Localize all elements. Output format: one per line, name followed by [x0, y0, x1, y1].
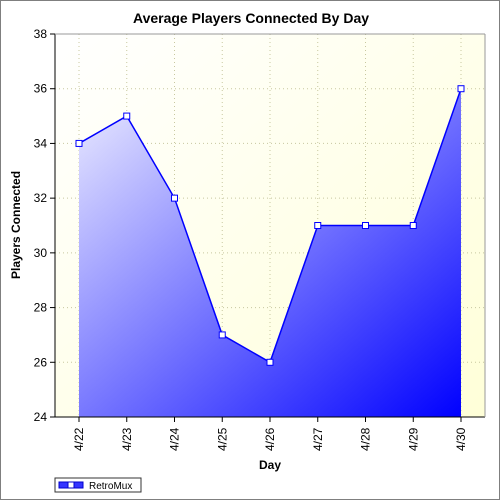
area-fill: [79, 88, 461, 417]
legend-marker-icon: [67, 481, 75, 489]
y-tick-label: 32: [34, 191, 48, 205]
legend: RetroMux: [54, 477, 142, 493]
y-tick-label: 38: [34, 27, 48, 41]
x-tick-label: 4/23: [120, 427, 134, 451]
y-tick-labels: 24 26 28 30 32 34 36 38: [34, 27, 55, 424]
data-point-4-27: [314, 222, 322, 229]
x-tick-labels: 4/22 4/23 4/24 4/25 4/26 4/27 4/28 4/29 4/30: [72, 417, 468, 451]
x-tick-label: 4/25: [215, 427, 229, 451]
data-point-4-26: [266, 358, 274, 366]
data-point-4-25: [218, 331, 226, 339]
x-tick-label: 4/28: [359, 427, 373, 451]
y-tick-label: 30: [34, 246, 48, 260]
x-tick-label: 4/30: [454, 427, 468, 451]
chart-title: Average Players Connected By Day: [133, 10, 369, 26]
data-point-4-28: [362, 222, 369, 229]
y-tick-label: 28: [34, 301, 48, 315]
y-tick-label: 34: [34, 136, 48, 150]
x-tick-label: 4/26: [263, 427, 277, 451]
series-markers: [75, 85, 465, 366]
series-area-retromux: [79, 88, 461, 417]
data-point-4-23: [123, 112, 131, 120]
legend-label: RetroMux: [89, 481, 132, 492]
x-tick-label: 4/29: [406, 427, 420, 451]
y-tick-label: 36: [34, 82, 48, 96]
x-tick-label: 4/22: [72, 427, 86, 451]
data-point-4-24: [171, 194, 178, 202]
x-axis-label: Day: [259, 458, 281, 472]
data-point-4-30: [457, 85, 465, 93]
x-tick-label: 4/24: [168, 427, 182, 451]
x-tick-label: 4/27: [311, 427, 325, 451]
data-point-4-29: [409, 222, 417, 229]
y-tick-label: 24: [34, 410, 48, 424]
data-point-4-22: [75, 139, 83, 147]
y-axis-label: Players Connected: [9, 171, 23, 279]
y-tick-label: 26: [34, 355, 48, 369]
